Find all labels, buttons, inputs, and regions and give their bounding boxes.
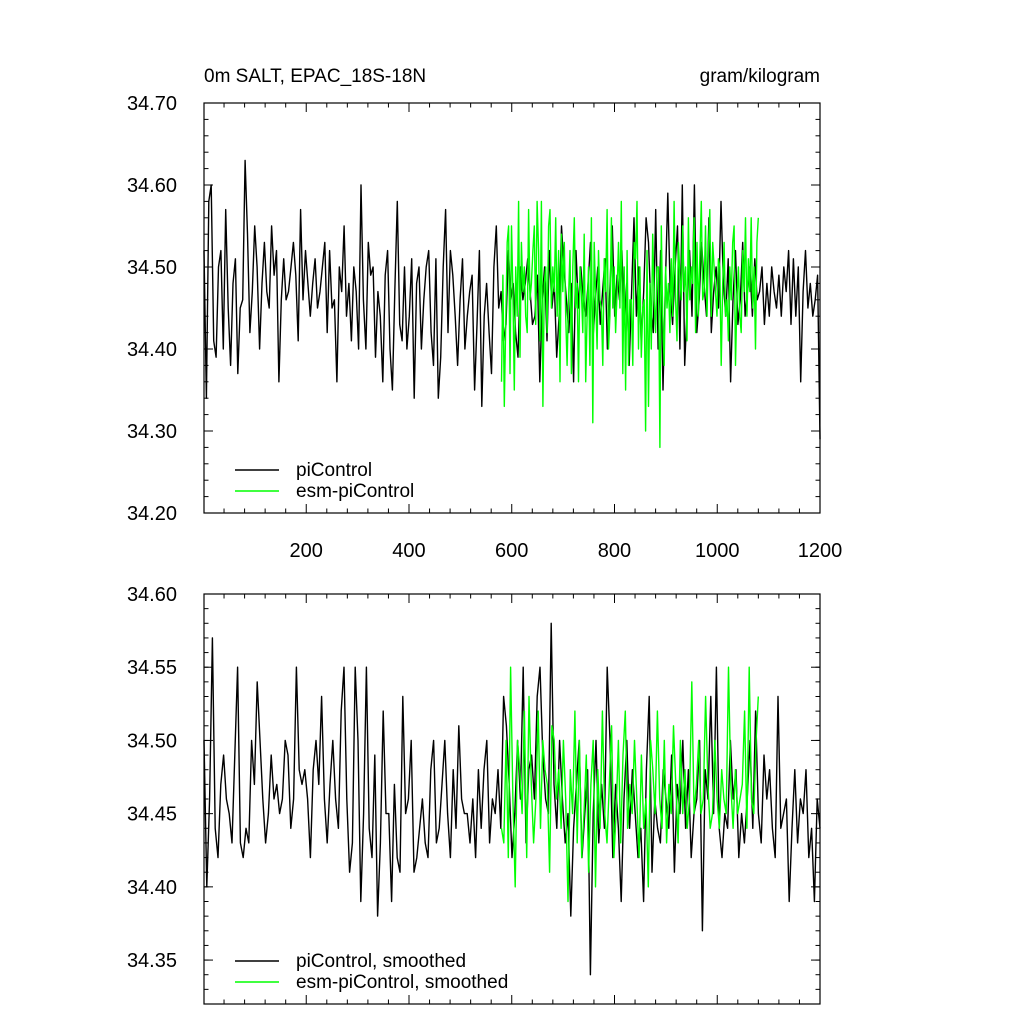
- y-tick-label: 34.45: [127, 804, 177, 826]
- y-tick-label: 34.70: [127, 93, 177, 115]
- y-tick-label: 34.40: [127, 877, 177, 899]
- x-tick-label: 800: [598, 540, 631, 562]
- legend-label-esm-picontrol-smoothed: esm-piControl, smoothed: [296, 972, 508, 993]
- series-line-esm-picontrol: [500, 200, 759, 449]
- series-line-picontrol-smoothed: [203, 622, 821, 976]
- legend-label-picontrol: piControl: [296, 460, 372, 481]
- top-chart-panel: 0m SALT, EPAC_18S-18N gram/kilogram 200 4…: [127, 66, 842, 562]
- y-tick-label: 34.50: [127, 257, 177, 279]
- chart-title: 0m SALT, EPAC_18S-18N: [204, 66, 426, 87]
- y-tick-label: 34.40: [127, 339, 177, 361]
- tick-label-layer: 34.35 34.40 34.45 34.50 34.55 34.60: [127, 584, 177, 972]
- legend-label-picontrol-smoothed: piControl, smoothed: [296, 951, 466, 972]
- tick-layer: [204, 102, 821, 514]
- x-tick-label: 1200: [798, 540, 843, 562]
- y-tick-label: 34.35: [127, 950, 177, 972]
- plot-frame: [203, 593, 821, 1005]
- y-tick-label: 34.55: [127, 657, 177, 679]
- y-tick-label: 34.30: [127, 421, 177, 443]
- legend-label-esm-picontrol: esm-piControl: [296, 481, 414, 502]
- legend: piControl esm-piControl: [235, 460, 414, 502]
- series-layer: [203, 159, 821, 449]
- tick-layer: [204, 593, 821, 1005]
- y-tick-label: 34.50: [127, 730, 177, 752]
- tick-label-layer: 200 400 600 800 1000 1200 34.20 34.30 34.40 34.50…: [127, 93, 842, 562]
- x-tick-label: 200: [290, 540, 323, 562]
- y-tick-label: 34.20: [127, 503, 177, 525]
- x-tick-label: 400: [392, 540, 425, 562]
- legend: piControl, smoothed esm-piControl, smoot…: [235, 951, 508, 993]
- y-tick-label: 34.60: [127, 584, 177, 606]
- series-layer: [203, 622, 821, 976]
- bottom-chart-panel: 34.35 34.40 34.45 34.50 34.55 34.60 piControl…: [127, 584, 821, 1005]
- series-line-esm-picontrol-smoothed: [500, 666, 759, 903]
- x-tick-label: 1000: [695, 540, 740, 562]
- x-tick-label: 600: [495, 540, 528, 562]
- y-tick-label: 34.60: [127, 175, 177, 197]
- units-label: gram/kilogram: [700, 66, 820, 87]
